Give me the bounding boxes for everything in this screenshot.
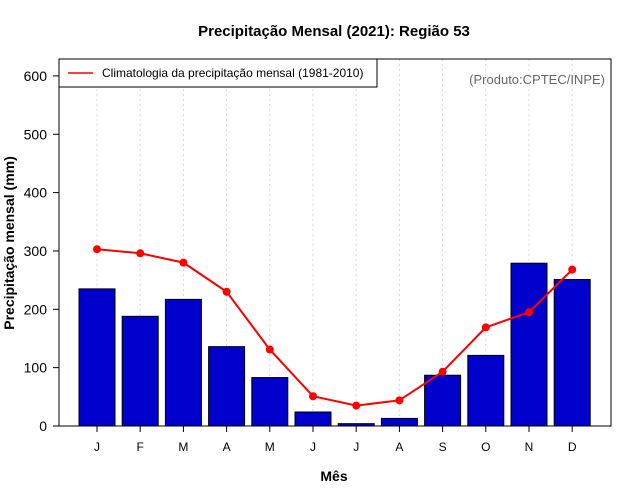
bar-0 bbox=[78, 288, 116, 427]
bar-series bbox=[78, 262, 591, 427]
bar-2 bbox=[164, 298, 202, 427]
bar-9 bbox=[467, 354, 505, 427]
x-axis-label: Mês bbox=[320, 468, 347, 484]
x-tick-label: O bbox=[481, 440, 490, 454]
climatology-point-0 bbox=[93, 245, 101, 254]
x-tick-label: S bbox=[439, 440, 447, 454]
climatology-point-3 bbox=[222, 287, 231, 296]
x-tick-label: F bbox=[137, 440, 144, 454]
legend: Climatologia da precipitação mensal (198… bbox=[58, 58, 378, 88]
y-tick-label: 200 bbox=[24, 301, 48, 317]
climatology-point-1 bbox=[136, 249, 145, 258]
y-axis-label: Precipitação mensal (mm) bbox=[1, 156, 17, 330]
y-axis: 0 100 200 300 400 500 600 bbox=[24, 68, 59, 434]
climatology-point-4 bbox=[265, 345, 274, 354]
chart-title: Precipitação Mensal (2021): Região 53 bbox=[198, 23, 470, 40]
x-tick-label: N bbox=[525, 440, 534, 454]
legend-box bbox=[58, 58, 378, 88]
climatology-point-9 bbox=[481, 323, 490, 332]
x-tick-label: A bbox=[395, 440, 403, 454]
climatology-point-8 bbox=[438, 367, 447, 376]
x-tick-label: M bbox=[178, 440, 188, 454]
climatology-point-10 bbox=[525, 308, 533, 317]
y-tick-label: 400 bbox=[24, 185, 48, 201]
credit-text: (Produto:CPTEC/INPE) bbox=[469, 72, 605, 87]
climatology-series bbox=[93, 245, 577, 410]
bar-7 bbox=[380, 417, 418, 427]
bar-4 bbox=[251, 377, 289, 427]
y-tick-label: 500 bbox=[24, 126, 48, 142]
x-tick-label: M bbox=[265, 440, 275, 454]
x-tick-label: D bbox=[568, 440, 577, 454]
bar-8 bbox=[424, 374, 462, 427]
y-tick-label: 300 bbox=[24, 243, 48, 259]
climatology-line bbox=[96, 248, 573, 407]
climatology-point-7 bbox=[395, 396, 404, 405]
y-tick-label: 0 bbox=[39, 418, 47, 434]
bar-1 bbox=[121, 315, 159, 427]
bar-5 bbox=[294, 411, 332, 427]
y-tick-label: 100 bbox=[24, 360, 48, 376]
climatology-point-6 bbox=[352, 401, 361, 410]
climatology-point-5 bbox=[309, 392, 317, 401]
y-tick-label: 600 bbox=[24, 68, 48, 84]
climatology-point-2 bbox=[179, 258, 188, 267]
bar-10 bbox=[510, 262, 548, 427]
climatology-point-11 bbox=[568, 265, 577, 274]
bar-3 bbox=[208, 346, 246, 427]
x-tick-label: A bbox=[223, 440, 231, 454]
x-tick-label: J bbox=[353, 440, 359, 454]
x-tick-label: J bbox=[310, 440, 316, 454]
x-tick-label: J bbox=[94, 440, 100, 454]
legend-label: Climatologia da precipitação mensal (198… bbox=[102, 66, 363, 80]
bar-11 bbox=[553, 279, 591, 427]
